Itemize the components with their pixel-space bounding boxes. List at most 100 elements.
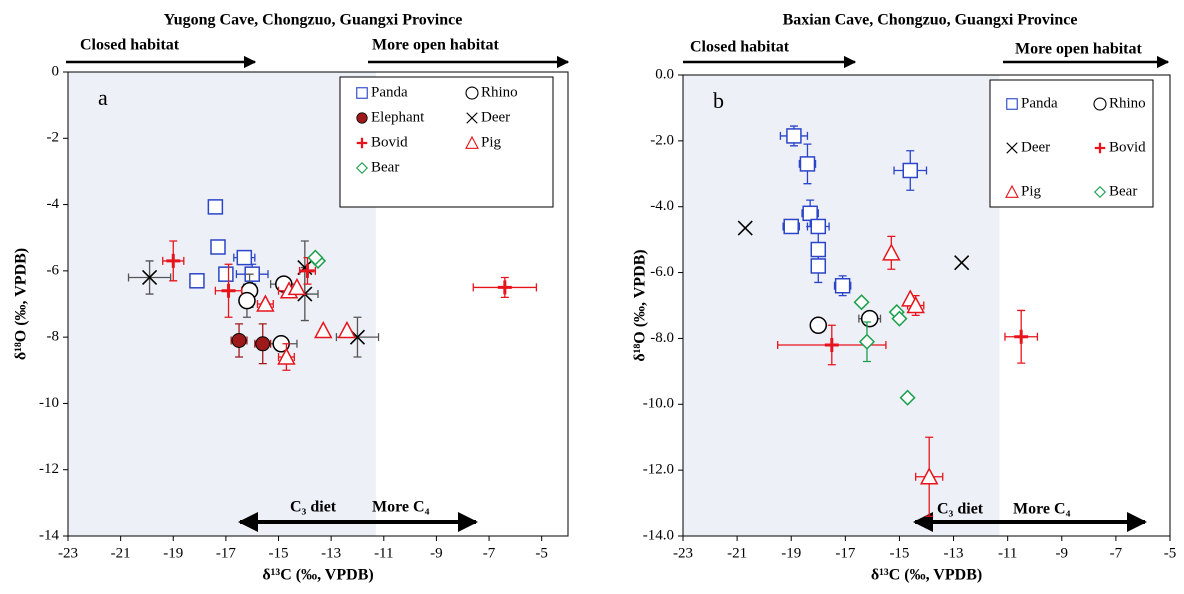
legend-label: Bear	[1109, 183, 1137, 199]
marker	[465, 86, 479, 100]
y-tick-label: -8.0	[650, 330, 674, 346]
legend-entry	[465, 86, 479, 100]
marker	[860, 309, 879, 328]
marker	[809, 316, 828, 335]
marker	[802, 205, 818, 222]
annotation: C₃ diet	[937, 501, 984, 518]
marker	[899, 389, 916, 406]
x-tick-label: -5	[1164, 545, 1177, 561]
chart-title: Baxian Cave, Chongzuo, Guangxi Province	[783, 12, 1078, 29]
x-tick-label: -21	[111, 545, 131, 561]
annotation: More C₄	[372, 499, 430, 516]
x-tick-label: -13	[944, 545, 964, 561]
x-axis-label: δ¹³C (‰, VPDB)	[262, 567, 373, 584]
marker	[142, 269, 158, 286]
marker	[207, 199, 224, 215]
marker	[891, 310, 908, 327]
legend-entry	[465, 135, 479, 149]
legend-entry	[355, 161, 369, 175]
legend-label: Bovid	[1109, 139, 1146, 155]
x-tick-label: -23	[58, 545, 78, 561]
marker	[236, 249, 253, 266]
marker	[919, 467, 939, 485]
x-tick-label: -15	[269, 545, 289, 561]
shaded-region	[68, 72, 376, 536]
y-tick-label: -10	[39, 395, 59, 411]
legend-entry	[1006, 142, 1018, 154]
legend-entry	[1093, 97, 1107, 111]
legend-label: Panda	[1021, 95, 1058, 111]
marker	[221, 283, 236, 298]
x-tick-label: -9	[1056, 545, 1069, 561]
marker	[834, 277, 851, 294]
annotation: More open habitat	[372, 37, 499, 54]
marker	[783, 218, 799, 235]
legend-label: Bovid	[371, 134, 408, 150]
legend-label: Pig	[1021, 183, 1042, 199]
marker	[810, 218, 827, 235]
annotation: C₃ diet	[290, 499, 337, 516]
marker	[810, 241, 827, 258]
marker	[1006, 98, 1018, 110]
x-tick-label: -11	[374, 545, 393, 561]
y-tick-label: 0	[52, 63, 60, 79]
marker	[1093, 185, 1107, 199]
x-axis-label: δ¹³C (‰, VPDB)	[871, 567, 982, 584]
marker	[786, 128, 802, 144]
legend-entry	[356, 137, 368, 149]
panel-label: b	[713, 88, 724, 113]
marker	[166, 253, 181, 268]
legend-entry	[1005, 184, 1019, 198]
x-tick-label: -23	[673, 545, 693, 561]
annotation: More C₄	[1013, 501, 1071, 518]
marker	[307, 249, 324, 266]
annotation: Closed habitat	[80, 37, 180, 54]
marker	[902, 162, 919, 179]
legend-entry	[356, 112, 368, 124]
marker	[853, 294, 870, 311]
y-tick-label: -2.0	[650, 132, 674, 148]
marker	[189, 273, 205, 289]
marker	[238, 291, 256, 310]
x-tick-label: -21	[727, 545, 747, 561]
chart-title: Yugong Cave, Chongzuo, Guangxi Province	[164, 12, 463, 29]
plot-frame	[682, 74, 1171, 537]
x-tick-label: -17	[835, 545, 855, 561]
x-tick-label: -9	[430, 545, 443, 561]
y-tick-label: -6.0	[650, 264, 674, 280]
marker	[218, 266, 234, 282]
marker	[1006, 142, 1018, 154]
x-tick-label: -11	[998, 545, 1017, 561]
marker	[356, 87, 368, 99]
legend-entry	[1006, 98, 1018, 110]
legend-label: Pig	[481, 134, 502, 150]
y-tick-label: -14	[39, 527, 59, 543]
marker	[314, 320, 333, 339]
y-tick-label: -12.0	[643, 462, 674, 478]
marker	[255, 336, 271, 352]
legend-label: Deer	[481, 109, 510, 125]
x-tick-label: -19	[163, 545, 183, 561]
marker	[231, 332, 247, 348]
annotation: Closed habitat	[690, 39, 790, 56]
marker	[210, 239, 226, 255]
marker	[737, 220, 753, 236]
y-axis-label: δ¹⁸O (‰, VPDB)	[13, 248, 30, 360]
y-tick-label: 0.0	[655, 66, 674, 82]
plot-frame	[67, 71, 569, 537]
y-axis-label: δ¹⁸O (‰, VPDB)	[632, 249, 649, 361]
legend-entry	[1093, 185, 1107, 199]
legend-entry	[1094, 142, 1106, 154]
legend-entry	[356, 87, 368, 99]
marker	[256, 294, 275, 312]
marker	[1093, 97, 1107, 111]
marker	[356, 137, 368, 149]
x-tick-label: -7	[1110, 545, 1123, 561]
marker	[906, 295, 925, 314]
x-tick-label: -19	[781, 545, 801, 561]
marker	[465, 135, 479, 149]
marker	[810, 258, 827, 274]
legend-label: Panda	[371, 84, 408, 100]
legend-label: Rhino	[1109, 95, 1146, 111]
